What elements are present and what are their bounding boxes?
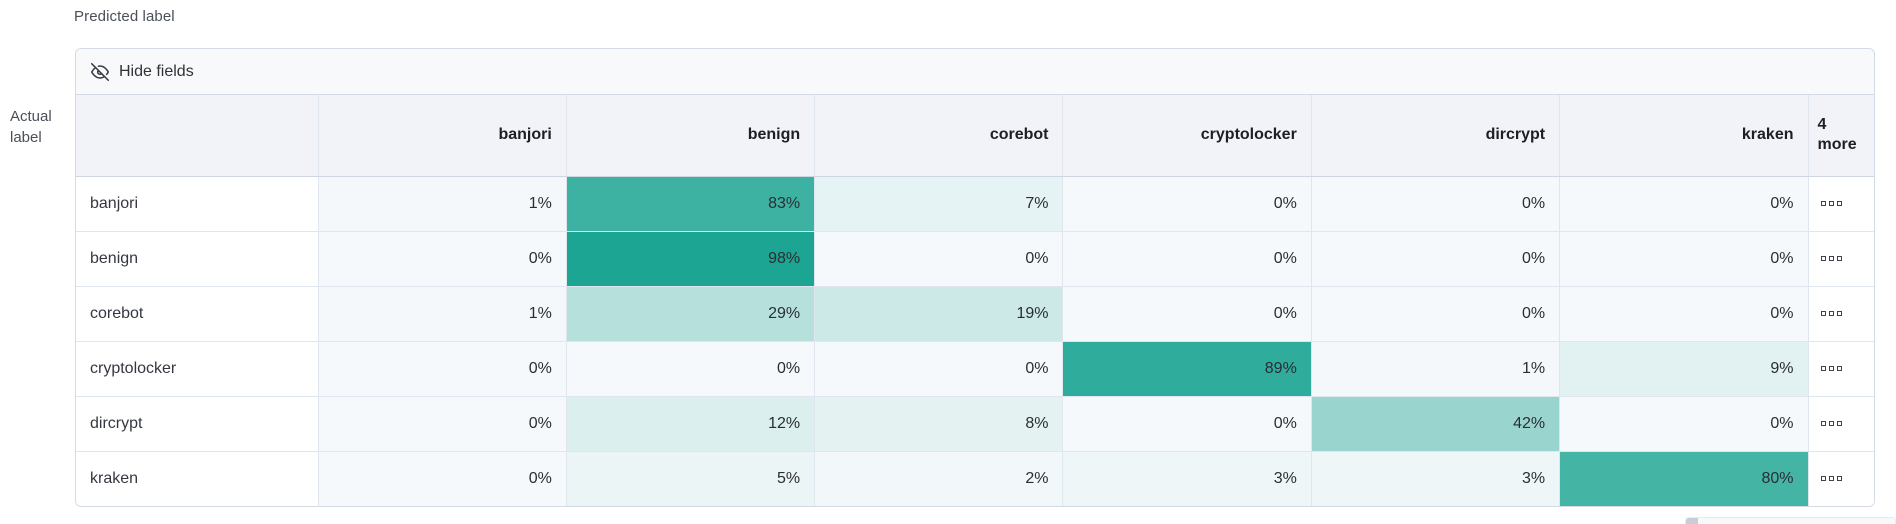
actual-axis-label: Actual label: [10, 106, 52, 148]
column-header-benign[interactable]: benign: [565, 94, 816, 177]
boxes-horizontal-icon: [1820, 201, 1874, 206]
matrix-row-corebot: corebot 1% 29% 19% 0% 0% 0%: [76, 285, 1874, 342]
row-label-dircrypt: dircrypt: [76, 395, 319, 452]
cell-dircrypt-kraken: 0%: [1559, 395, 1809, 452]
scrollbar-thumb[interactable]: [1686, 518, 1698, 524]
hide-fields-button[interactable]: Hide fields: [76, 49, 1874, 95]
matrix-row-cryptolocker: cryptolocker 0% 0% 0% 89% 1% 9%: [76, 340, 1874, 397]
cell-cryptolocker-benign: 0%: [565, 340, 816, 397]
boxes-horizontal-icon: [1820, 476, 1874, 482]
row-label-corebot: corebot: [76, 285, 319, 342]
cell-banjori-corebot: 7%: [814, 175, 1064, 232]
cell-corebot-dircrypt: 0%: [1310, 285, 1561, 342]
cell-dircrypt-corebot: 8%: [814, 395, 1064, 452]
cell-kraken-kraken: 80%: [1559, 450, 1809, 506]
row-label-cryptolocker: cryptolocker: [76, 340, 319, 397]
cell-benign-dircrypt: 0%: [1310, 230, 1561, 287]
cell-corebot-kraken: 0%: [1559, 285, 1809, 342]
cell-banjori-cryptolocker: 0%: [1062, 175, 1312, 232]
corner-cell: [76, 94, 319, 177]
more-cell-banjori[interactable]: [1807, 175, 1874, 232]
cell-cryptolocker-dircrypt: 1%: [1310, 340, 1561, 397]
cell-corebot-benign: 29%: [565, 285, 816, 342]
cell-kraken-corebot: 2%: [814, 450, 1064, 506]
cell-corebot-corebot: 19%: [814, 285, 1064, 342]
boxes-horizontal-icon: [1820, 366, 1874, 371]
column-header-more[interactable]: 4 more: [1807, 94, 1874, 177]
more-cell-benign[interactable]: [1807, 230, 1874, 287]
cell-banjori-banjori: 1%: [317, 175, 567, 232]
cell-banjori-dircrypt: 0%: [1310, 175, 1561, 232]
boxes-horizontal-icon: [1820, 311, 1874, 316]
actual-axis-label-line2: label: [10, 129, 42, 146]
cell-corebot-cryptolocker: 0%: [1062, 285, 1312, 342]
matrix-row-benign: benign 0% 98% 0% 0% 0% 0%: [76, 230, 1874, 287]
confusion-matrix-table: banjori benign corebot cryptolocker dircrypt…: [76, 94, 1874, 506]
column-header-row: banjori benign corebot cryptolocker dircrypt…: [76, 94, 1874, 177]
cell-benign-kraken: 0%: [1559, 230, 1809, 287]
boxes-horizontal-icon: [1820, 421, 1874, 426]
matrix-row-dircrypt: dircrypt 0% 12% 8% 0% 42% 0%: [76, 395, 1874, 452]
matrix-row-kraken: kraken 0% 5% 2% 3% 3% 80%: [76, 450, 1874, 506]
eye-closed-icon: [91, 62, 109, 81]
row-label-kraken: kraken: [76, 450, 319, 506]
column-header-cryptolocker[interactable]: cryptolocker: [1062, 94, 1312, 177]
cell-banjori-kraken: 0%: [1559, 175, 1809, 232]
cell-cryptolocker-kraken: 9%: [1559, 340, 1809, 397]
predicted-axis-label: Predicted label: [74, 8, 175, 25]
cell-kraken-dircrypt: 3%: [1310, 450, 1561, 506]
cell-kraken-benign: 5%: [565, 450, 816, 506]
more-columns-label: more: [1817, 136, 1857, 154]
cell-banjori-benign: 83%: [565, 175, 816, 232]
row-label-benign: benign: [76, 230, 319, 287]
cell-cryptolocker-corebot: 0%: [814, 340, 1064, 397]
column-header-corebot[interactable]: corebot: [814, 94, 1064, 177]
cell-kraken-banjori: 0%: [317, 450, 567, 506]
more-cell-dircrypt[interactable]: [1807, 395, 1874, 452]
cell-dircrypt-dircrypt: 42%: [1310, 395, 1561, 452]
cell-cryptolocker-cryptolocker: 89%: [1062, 340, 1312, 397]
cell-corebot-banjori: 1%: [317, 285, 567, 342]
cell-benign-benign: 98%: [565, 230, 816, 287]
column-header-banjori[interactable]: banjori: [317, 94, 567, 177]
row-label-banjori: banjori: [76, 175, 319, 232]
more-cell-kraken[interactable]: [1807, 450, 1874, 506]
boxes-horizontal-icon: [1820, 256, 1874, 261]
cell-benign-cryptolocker: 0%: [1062, 230, 1312, 287]
cell-dircrypt-benign: 12%: [565, 395, 816, 452]
column-header-dircrypt[interactable]: dircrypt: [1310, 94, 1561, 177]
confusion-matrix-panel: Hide fields banjori benign corebot cryptolo…: [75, 48, 1875, 507]
horizontal-scrollbar[interactable]: [1685, 517, 1896, 524]
hide-fields-label: Hide fields: [119, 62, 194, 80]
cell-kraken-cryptolocker: 3%: [1062, 450, 1312, 506]
matrix-row-banjori: banjori 1% 83% 7% 0% 0% 0%: [76, 175, 1874, 232]
cell-benign-banjori: 0%: [317, 230, 567, 287]
more-columns-count: 4: [1817, 116, 1827, 134]
cell-cryptolocker-banjori: 0%: [317, 340, 567, 397]
cell-dircrypt-banjori: 0%: [317, 395, 567, 452]
actual-axis-label-line1: Actual: [10, 108, 52, 125]
cell-benign-corebot: 0%: [814, 230, 1064, 287]
column-header-kraken[interactable]: kraken: [1559, 94, 1809, 177]
cell-dircrypt-cryptolocker: 0%: [1062, 395, 1312, 452]
more-cell-corebot[interactable]: [1807, 285, 1874, 342]
more-cell-cryptolocker[interactable]: [1807, 340, 1874, 397]
